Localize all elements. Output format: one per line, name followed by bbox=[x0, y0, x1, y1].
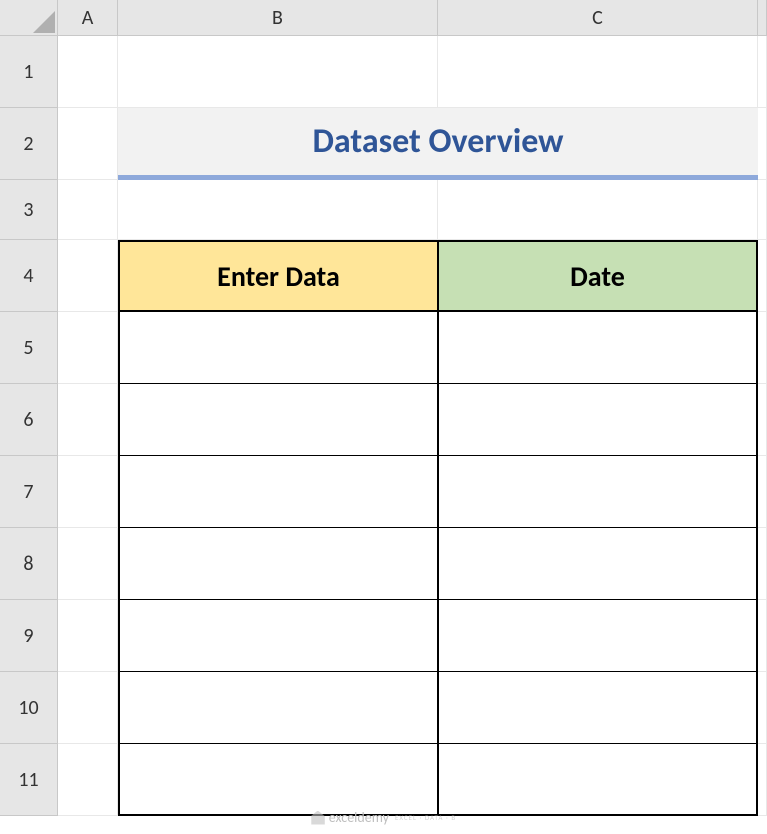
cell-d5[interactable] bbox=[758, 312, 767, 384]
row-header-9[interactable]: 9 bbox=[0, 600, 58, 672]
table-cell-c9[interactable] bbox=[438, 600, 758, 672]
cell-d2[interactable] bbox=[758, 108, 767, 180]
row-header-10[interactable]: 10 bbox=[0, 672, 58, 744]
cell-a6[interactable] bbox=[58, 384, 118, 456]
row-header-6[interactable]: 6 bbox=[0, 384, 58, 456]
cell-a9[interactable] bbox=[58, 600, 118, 672]
row-header-5[interactable]: 5 bbox=[0, 312, 58, 384]
cell-d3[interactable] bbox=[758, 180, 767, 240]
cell-a3[interactable] bbox=[58, 180, 118, 240]
cell-a8[interactable] bbox=[58, 528, 118, 600]
table-cell-c7[interactable] bbox=[438, 456, 758, 528]
table-cell-b9[interactable] bbox=[118, 600, 438, 672]
spreadsheet-grid: A B C 1 2 Dataset Overview 3 4 Enter Dat… bbox=[0, 0, 767, 816]
cell-d9[interactable] bbox=[758, 600, 767, 672]
cell-c3[interactable] bbox=[438, 180, 758, 240]
table-header-date[interactable]: Date bbox=[438, 240, 758, 312]
col-header-b[interactable]: B bbox=[118, 0, 438, 36]
cell-b3[interactable] bbox=[118, 180, 438, 240]
row-header-8[interactable]: 8 bbox=[0, 528, 58, 600]
cell-a11[interactable] bbox=[58, 744, 118, 816]
table-cell-b8[interactable] bbox=[118, 528, 438, 600]
table-cell-c5[interactable] bbox=[438, 312, 758, 384]
table-cell-b5[interactable] bbox=[118, 312, 438, 384]
row-header-4[interactable]: 4 bbox=[0, 240, 58, 312]
cell-a7[interactable] bbox=[58, 456, 118, 528]
col-header-a[interactable]: A bbox=[58, 0, 118, 36]
table-header-enter-data[interactable]: Enter Data bbox=[118, 240, 438, 312]
table-cell-b10[interactable] bbox=[118, 672, 438, 744]
table-cell-c10[interactable] bbox=[438, 672, 758, 744]
table-cell-c11[interactable] bbox=[438, 744, 758, 816]
col-header-c[interactable]: C bbox=[438, 0, 758, 36]
row-header-7[interactable]: 7 bbox=[0, 456, 58, 528]
title-cell[interactable]: Dataset Overview bbox=[118, 108, 758, 180]
cell-c1[interactable] bbox=[438, 36, 758, 108]
cell-a4[interactable] bbox=[58, 240, 118, 312]
row-header-3[interactable]: 3 bbox=[0, 180, 58, 240]
cell-d4[interactable] bbox=[758, 240, 767, 312]
cell-d6[interactable] bbox=[758, 384, 767, 456]
cell-d8[interactable] bbox=[758, 528, 767, 600]
cell-a10[interactable] bbox=[58, 672, 118, 744]
cell-a2[interactable] bbox=[58, 108, 118, 180]
cell-d10[interactable] bbox=[758, 672, 767, 744]
table-cell-c6[interactable] bbox=[438, 384, 758, 456]
cell-d11[interactable] bbox=[758, 744, 767, 816]
table-cell-b7[interactable] bbox=[118, 456, 438, 528]
select-all-corner[interactable] bbox=[0, 0, 58, 36]
cell-d7[interactable] bbox=[758, 456, 767, 528]
row-header-2[interactable]: 2 bbox=[0, 108, 58, 180]
cell-b1[interactable] bbox=[118, 36, 438, 108]
table-cell-c8[interactable] bbox=[438, 528, 758, 600]
table-cell-b6[interactable] bbox=[118, 384, 438, 456]
row-header-11[interactable]: 11 bbox=[0, 744, 58, 816]
cell-d1[interactable] bbox=[758, 36, 767, 108]
row-header-1[interactable]: 1 bbox=[0, 36, 58, 108]
col-header-extra[interactable] bbox=[758, 0, 767, 36]
table-cell-b11[interactable] bbox=[118, 744, 438, 816]
cell-a1[interactable] bbox=[58, 36, 118, 108]
cell-a5[interactable] bbox=[58, 312, 118, 384]
